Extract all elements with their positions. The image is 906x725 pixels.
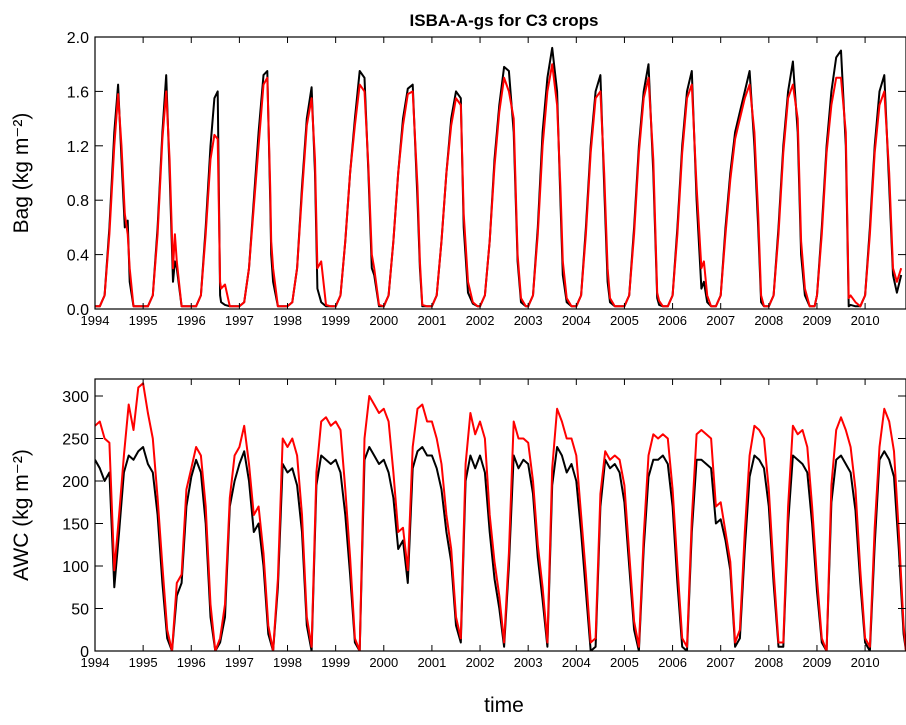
x-axis-label: time: [484, 694, 524, 717]
awc-x-tick-label: 2009: [802, 655, 831, 670]
panel-awc: 1994 1995 1996 1997 1998 1999 2000 2001 2002 2003…: [10, 378, 906, 670]
bag-y-tick-label: 0.8: [67, 193, 89, 210]
panel-bag: 1994 1995 1996 1997 1998 1999 2000 2001 2002 2003…: [10, 30, 906, 328]
awc-plot-frame: [94, 378, 906, 652]
bag-y-tick-label: 1.6: [67, 84, 89, 101]
awc-y-tick-label: 250: [62, 432, 89, 449]
bag-y-axis-label: Bag (kg m⁻²): [10, 113, 33, 234]
bag-y-tick-label: 1.2: [67, 139, 89, 156]
bag-y-tick-label: 0.4: [67, 248, 89, 265]
bag-x-tick-label: 1997: [225, 313, 254, 328]
bag-x-tick-label: 2004: [562, 313, 591, 328]
awc-x-tick-label: 2010: [851, 655, 880, 670]
bag-x-tick-label: 2005: [610, 313, 639, 328]
bag-x-tick-label: 2008: [754, 313, 783, 328]
awc-x-tick-label: 2003: [514, 655, 543, 670]
bag-x-tick-label: 1996: [177, 313, 206, 328]
awc-x-tick-label: 2005: [610, 655, 639, 670]
bag-y-tick-label: 0.0: [67, 302, 89, 319]
awc-y-axis-label: AWC (kg m⁻²): [10, 449, 33, 581]
awc-x-tick-label: 2007: [706, 655, 735, 670]
bag-x-tick-label: 2000: [369, 313, 398, 328]
awc-x-tick-label: 1998: [273, 655, 302, 670]
bag-x-tick-label: 2001: [417, 313, 446, 328]
awc-x-tick-label: 2000: [369, 655, 398, 670]
bag-x-tick-label: 2006: [658, 313, 687, 328]
bag-x-tick-label: 1998: [273, 313, 302, 328]
awc-x-tick-label: 1995: [129, 655, 158, 670]
bag-x-tick-label: 1995: [129, 313, 158, 328]
awc-x-tick-label: 1997: [225, 655, 254, 670]
chart-title: ISBA-A-gs for C3 crops: [410, 11, 599, 30]
awc-x-tick-label: 1996: [177, 655, 206, 670]
awc-y-tick-label: 150: [62, 517, 89, 534]
bag-series-2-line: [95, 63, 903, 308]
bag-x-tick-label: 2009: [802, 313, 831, 328]
awc-series-2-line: [95, 382, 906, 651]
bag-y-tick-label: 2.0: [67, 30, 89, 47]
awc-x-tick-label: 1994: [81, 655, 110, 670]
awc-x-tick-label: 2004: [562, 655, 591, 670]
awc-y-tick-label: 50: [71, 602, 89, 619]
awc-y-tick-label: 100: [62, 559, 89, 576]
bag-x-tick-label: 2010: [851, 313, 880, 328]
bag-plot-frame: [94, 36, 906, 310]
bag-series-1-line: [95, 46, 903, 308]
awc-x-tick-label: 2006: [658, 655, 687, 670]
bag-x-tick-label: 1999: [321, 313, 350, 328]
awc-x-tick-label: 2001: [417, 655, 446, 670]
awc-y-tick-label: 200: [62, 474, 89, 491]
awc-x-tick-label: 1999: [321, 655, 350, 670]
bag-x-tick-label: 2002: [466, 313, 495, 328]
awc-x-tick-label: 2002: [466, 655, 495, 670]
bag-x-tick-label: 2007: [706, 313, 735, 328]
awc-y-tick-label: 300: [62, 389, 89, 406]
bag-x-tick-label: 2003: [514, 313, 543, 328]
awc-x-tick-label: 2008: [754, 655, 783, 670]
bag-x-tick-label: 1994: [81, 313, 110, 328]
awc-y-tick-label: 0: [80, 644, 89, 661]
